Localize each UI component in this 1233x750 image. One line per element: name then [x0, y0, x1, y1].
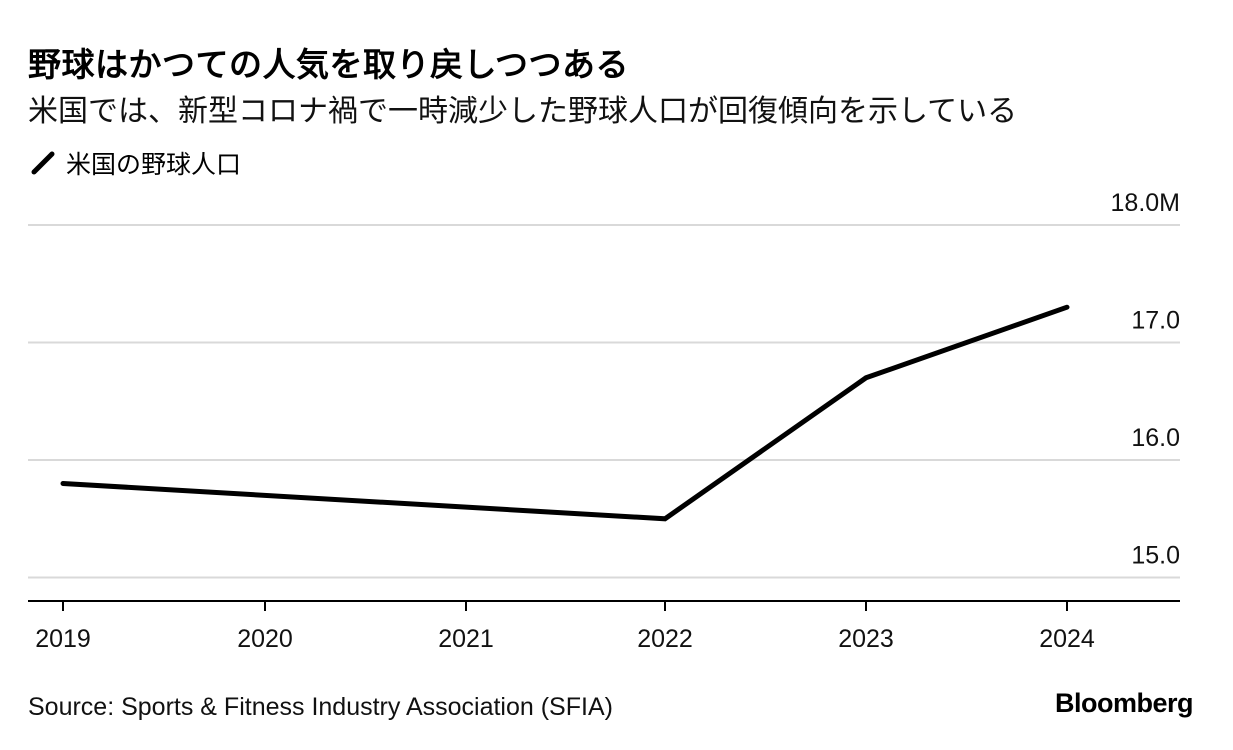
y-tick-label: 15.0 — [1131, 542, 1180, 570]
y-tick-label: 16.0 — [1131, 424, 1180, 452]
source-note: Source: Sports & Fitness Industry Associ… — [28, 693, 613, 721]
x-tick-label: 2019 — [35, 625, 91, 653]
x-tick-label: 2021 — [438, 625, 494, 653]
y-tick-label: 18.0M — [1111, 189, 1180, 217]
legend: 米国の野球人口 — [30, 145, 241, 181]
bloomberg-logo: Bloomberg — [1054, 688, 1194, 718]
x-tick-label: 2023 — [838, 625, 894, 653]
x-tick-label: 2020 — [237, 625, 293, 653]
chart-subtitle: 米国では、新型コロナ禍で一時減少した野球人口が回復傾向を示している — [28, 94, 1018, 129]
y-tick-label: 17.0 — [1131, 307, 1180, 335]
legend-label: 米国の野球人口 — [66, 150, 242, 179]
series-line — [60, 304, 1070, 522]
x-tick-label: 2024 — [1039, 625, 1095, 653]
chart-title: 野球はかつての人気を取り戻しつつある — [28, 45, 630, 84]
x-tick-label: 2022 — [637, 625, 693, 653]
legend-line-icon — [31, 151, 55, 175]
